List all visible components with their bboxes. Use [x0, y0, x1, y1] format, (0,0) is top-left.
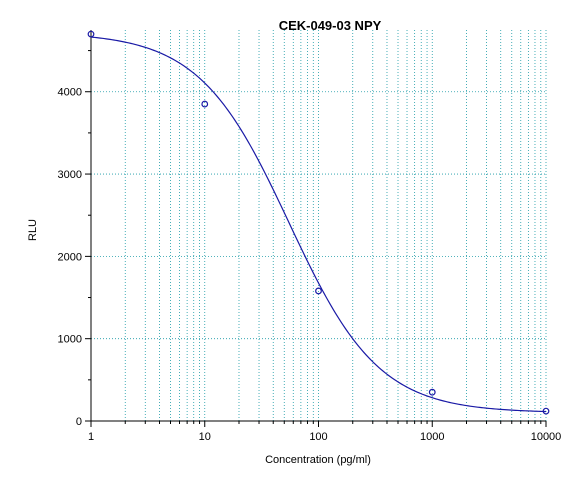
- y-tick-label: 2000: [58, 251, 82, 263]
- y-ticks: 0 1000 2000 3000 4000: [58, 50, 91, 428]
- data-point: [542, 407, 550, 415]
- x-tick-label: 1: [88, 431, 94, 443]
- y-tick-label: 4000: [58, 87, 82, 99]
- data-point: [201, 100, 209, 108]
- x-tick-label: 10000: [531, 431, 562, 443]
- x-ticks: 1 10 100 1000 10000: [88, 421, 561, 443]
- data-point: [87, 30, 95, 38]
- x-tick-label: 10: [199, 431, 211, 443]
- data-point: [315, 287, 322, 295]
- y-axis-label: RLU: [27, 219, 39, 241]
- data-points: [87, 30, 550, 415]
- x-tick-label: 100: [309, 431, 327, 443]
- x-axis-label: Concentration (pg/ml): [265, 454, 371, 466]
- x-tick-label: 1000: [420, 431, 444, 443]
- chart-title: CEK-049-03 NPY: [279, 18, 382, 33]
- y-tick-label: 1000: [58, 334, 82, 346]
- grid: [90, 30, 547, 421]
- fit-curve: [90, 36, 547, 413]
- y-tick-label: 3000: [58, 169, 82, 181]
- y-tick-label: 0: [76, 416, 82, 428]
- data-point: [428, 388, 436, 396]
